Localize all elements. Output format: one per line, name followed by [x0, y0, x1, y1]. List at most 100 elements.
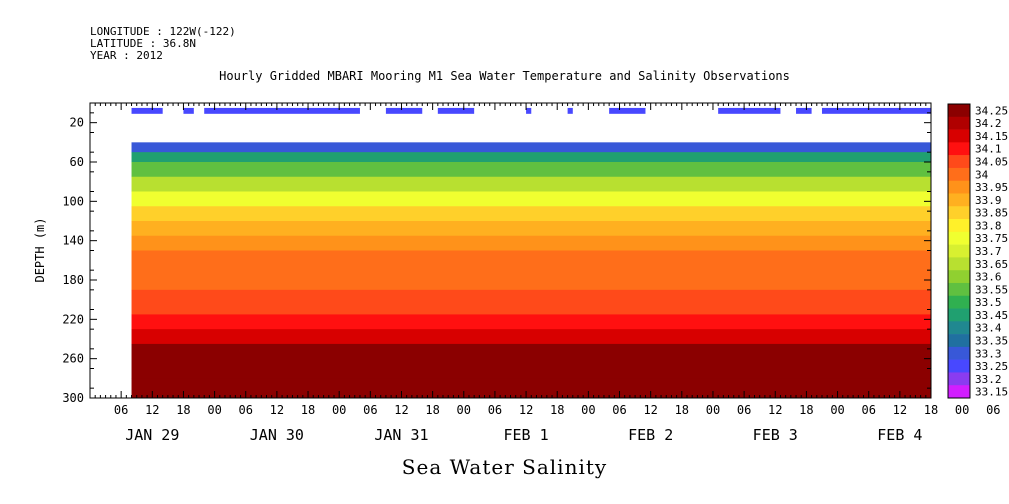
salinity-band [131, 343, 931, 379]
salinity-band [131, 191, 931, 207]
y-tick-label: 20 [70, 116, 84, 130]
colorbar-swatch [948, 308, 970, 322]
surface-observation [526, 107, 532, 114]
x-tick-label: 06 [737, 403, 751, 417]
x-tick-label: 18 [301, 403, 315, 417]
salinity-band [131, 206, 931, 222]
date-label: FEB 3 [753, 426, 798, 444]
colorbar-swatch [948, 359, 970, 373]
colorbar-label: 34.1 [975, 143, 1002, 156]
colorbar-swatch [948, 321, 970, 335]
salinity-band [131, 250, 931, 291]
colorbar-swatch [948, 206, 970, 220]
x-tick-label: 06 [861, 403, 875, 417]
x-tick-label: 12 [145, 403, 159, 417]
x-tick-label: 18 [924, 403, 938, 417]
colorbar-swatch [948, 244, 970, 258]
axes: 20 60 100 140 180 220 260 300 06 12 18 00 06 12 18 00 06… [62, 102, 1001, 444]
x-tick-label: 06 [239, 403, 253, 417]
date-label: JAN 29 [125, 426, 179, 444]
colorbar-swatch [948, 295, 970, 309]
colorbar-label: 33.25 [975, 360, 1008, 373]
colorbar-label: 33.3 [975, 347, 1002, 360]
x-tick-label: 06 [986, 403, 1000, 417]
colorbar: 34.2534.234.1534.134.053433.9533.933.853… [947, 103, 1008, 399]
x-tick-label: 18 [176, 403, 190, 417]
salinity-band [131, 142, 931, 153]
x-tick-label: 06 [114, 403, 128, 417]
x-tick-label: 06 [612, 403, 626, 417]
colorbar-swatch [948, 155, 970, 169]
x-tick-label: 12 [270, 403, 284, 417]
date-label: JAN 30 [250, 426, 304, 444]
x-tick-label: 18 [799, 403, 813, 417]
colorbar-label: 33.85 [975, 207, 1008, 220]
colorbar-swatch [948, 129, 970, 143]
x-tick-label: 12 [643, 403, 657, 417]
surface-observation [796, 107, 812, 114]
colorbar-label: 34.2 [975, 117, 1002, 130]
colorbar-swatch [948, 282, 970, 297]
colorbar-label: 33.6 [975, 271, 1002, 284]
y-axis-label: DEPTH (m) [33, 217, 47, 282]
surface-observation [437, 107, 475, 114]
salinity-band [131, 314, 931, 330]
colorbar-swatch [948, 270, 970, 284]
colorbar-label: 33.75 [975, 232, 1008, 245]
colorbar-label: 33.15 [975, 386, 1008, 399]
x-tick-label: 00 [207, 403, 221, 417]
x-tick-label: 00 [581, 403, 595, 417]
surface-observation [821, 107, 931, 114]
x-axis-label: Sea Water Salinity [401, 455, 608, 479]
colorbar-label: 33.2 [975, 373, 1002, 386]
surface-observation [718, 107, 781, 114]
salinity-band [131, 329, 931, 345]
colorbar-label: 33.8 [975, 219, 1002, 232]
colorbar-swatch [948, 257, 970, 271]
salinity-band [131, 235, 931, 251]
x-tick-label: 18 [550, 403, 564, 417]
colorbar-label: 33.45 [975, 309, 1008, 322]
surface-observation [567, 107, 573, 114]
colorbar-label: 33.95 [975, 181, 1008, 194]
colorbar-label: 33.65 [975, 258, 1008, 271]
y-tick-label: 300 [62, 391, 84, 405]
colorbar-label: 33.9 [975, 194, 1002, 207]
y-tick-label: 100 [62, 194, 84, 208]
x-tick-label: 00 [706, 403, 720, 417]
colorbar-swatch [948, 385, 970, 399]
latitude-label: LATITUDE : 36.8N [90, 37, 196, 50]
y-tick-label: 260 [62, 352, 84, 366]
x-tick-label: 18 [425, 403, 439, 417]
y-tick-label: 60 [70, 155, 84, 169]
chart-title: Hourly Gridded MBARI Mooring M1 Sea Wate… [219, 69, 790, 83]
colorbar-swatch [948, 167, 970, 181]
x-tick-label: 00 [955, 403, 969, 417]
longitude-label: LONGITUDE : 122W(-122) [90, 25, 236, 38]
date-label: JAN 31 [374, 426, 428, 444]
colorbar-swatch [948, 193, 970, 207]
colorbar-swatch [948, 142, 970, 156]
salinity-band [131, 221, 931, 237]
surface-observation [131, 107, 163, 114]
colorbar-swatch [948, 334, 970, 348]
colorbar-label: 33.4 [975, 322, 1002, 335]
colorbar-swatch [948, 372, 970, 386]
colorbar-label: 33.7 [975, 245, 1002, 258]
salinity-band [131, 152, 931, 163]
colorbar-swatch [948, 104, 970, 118]
salinity-band [131, 378, 931, 398]
x-tick-label: 12 [519, 403, 533, 417]
x-tick-label: 00 [830, 403, 844, 417]
x-tick-label: 18 [675, 403, 689, 417]
colorbar-label: 33.5 [975, 296, 1002, 309]
colorbar-swatch [948, 346, 970, 360]
x-tick-label: 00 [332, 403, 346, 417]
y-tick-label: 180 [62, 273, 84, 287]
colorbar-label: 34.15 [975, 130, 1008, 143]
salinity-band [131, 176, 931, 192]
x-tick-label: 06 [363, 403, 377, 417]
y-tick-label: 220 [62, 312, 84, 326]
surface-observation [204, 107, 360, 114]
